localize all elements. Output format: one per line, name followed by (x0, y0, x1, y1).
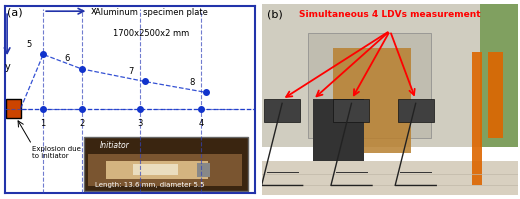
Text: 8: 8 (189, 78, 194, 87)
Bar (313, 100, 365, 176)
Bar (308, 33, 431, 138)
Text: 5: 5 (27, 40, 32, 49)
Bar (333, 48, 411, 153)
Bar (472, 52, 483, 185)
Text: (a): (a) (7, 8, 23, 18)
Bar (264, 100, 300, 122)
Bar (88, 154, 242, 186)
Bar (333, 100, 369, 122)
Text: Aluminum  specimen plate: Aluminum specimen plate (95, 8, 208, 17)
Bar (480, 4, 518, 147)
Text: Initiator: Initiator (99, 141, 129, 150)
Bar (134, 164, 178, 175)
Text: 3: 3 (137, 119, 143, 128)
Bar (398, 100, 434, 122)
Text: 2: 2 (79, 119, 84, 128)
Text: 7: 7 (128, 67, 134, 76)
Text: (b): (b) (267, 10, 282, 20)
Bar (84, 137, 249, 191)
Text: Simultaneous 4 LDVs measurement: Simultaneous 4 LDVs measurement (299, 10, 481, 19)
Bar (262, 161, 518, 195)
Text: Length: 13.6 mm, diameter 5.5: Length: 13.6 mm, diameter 5.5 (95, 182, 204, 188)
Text: 1700x2500x2 mm: 1700x2500x2 mm (113, 29, 190, 38)
Text: x: x (90, 6, 96, 16)
Bar (488, 52, 503, 138)
Text: 1: 1 (41, 119, 46, 128)
Text: Explosion due
to initiator: Explosion due to initiator (32, 146, 81, 159)
Bar (6, 100, 21, 118)
Bar (106, 161, 208, 179)
Text: 4: 4 (199, 119, 204, 128)
Bar (197, 163, 210, 177)
Bar (262, 4, 518, 147)
Text: y: y (4, 62, 10, 72)
Text: 6: 6 (65, 55, 70, 63)
